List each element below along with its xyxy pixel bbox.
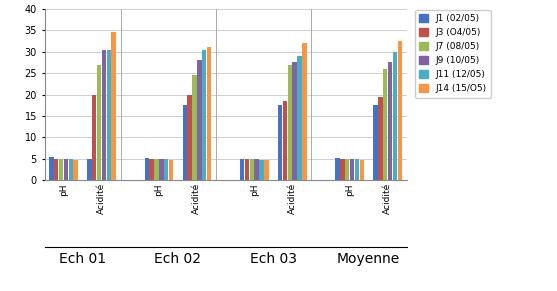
Bar: [373, 105, 378, 180]
Bar: [102, 49, 106, 180]
Bar: [383, 69, 388, 180]
Bar: [260, 160, 264, 180]
Bar: [245, 159, 249, 180]
Bar: [302, 43, 307, 180]
Bar: [292, 62, 297, 180]
Bar: [159, 159, 164, 180]
Bar: [360, 160, 364, 180]
Bar: [240, 159, 245, 180]
Bar: [255, 159, 259, 180]
Bar: [187, 95, 192, 180]
Bar: [250, 159, 254, 180]
Bar: [278, 105, 282, 180]
Bar: [335, 158, 340, 180]
Bar: [87, 159, 91, 180]
Bar: [169, 160, 173, 180]
Bar: [355, 159, 359, 180]
Bar: [345, 159, 349, 180]
Bar: [283, 101, 287, 180]
Bar: [54, 159, 58, 180]
Bar: [69, 159, 73, 180]
Bar: [393, 52, 397, 180]
Bar: [183, 105, 187, 180]
Bar: [388, 62, 392, 180]
Bar: [111, 32, 116, 180]
Bar: [92, 95, 96, 180]
Bar: [106, 49, 111, 180]
Bar: [149, 159, 154, 180]
Bar: [144, 158, 149, 180]
Bar: [287, 65, 292, 180]
Legend: J1 (02/05), J3 (O4/05), J7 (08/05), J9 (10/05), J11 (12/05), J14 (15/O5): J1 (02/05), J3 (O4/05), J7 (08/05), J9 (…: [415, 10, 491, 98]
Bar: [97, 65, 101, 180]
Bar: [192, 75, 197, 180]
Bar: [264, 160, 268, 180]
Bar: [49, 157, 53, 180]
Bar: [164, 159, 168, 180]
Bar: [350, 159, 354, 180]
Bar: [74, 160, 78, 180]
Bar: [207, 47, 211, 180]
Bar: [202, 49, 207, 180]
Bar: [398, 41, 402, 180]
Bar: [63, 159, 68, 180]
Bar: [197, 60, 202, 180]
Bar: [59, 159, 63, 180]
Bar: [297, 56, 302, 180]
Bar: [378, 97, 383, 180]
Bar: [154, 159, 159, 180]
Bar: [340, 159, 345, 180]
